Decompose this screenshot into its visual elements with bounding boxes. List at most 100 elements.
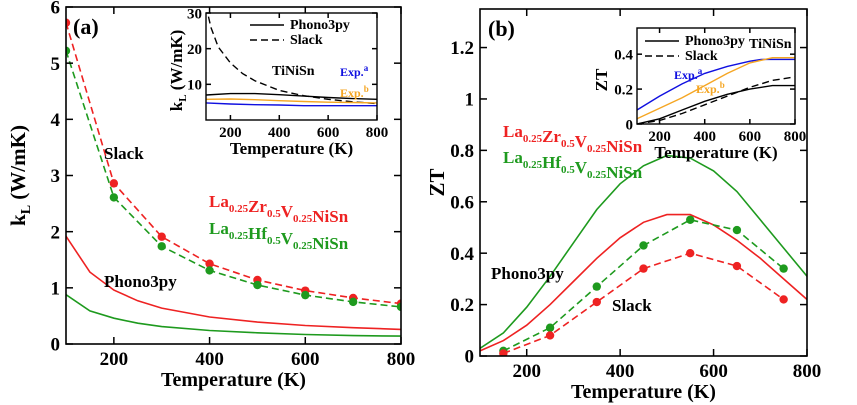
panel-a-inset-legend-label: Phono3py: [290, 18, 350, 33]
panel-a-inset-ytick-label: 20: [187, 42, 202, 58]
panel-a-panel-label: (a): [73, 14, 99, 39]
panel-a-data-point: [157, 242, 166, 251]
panel-a-inset-xtick-label: 200: [219, 125, 242, 141]
panel-b-inset-ylabel: ZT: [592, 68, 611, 91]
panel-b-xtick-label: 200: [512, 361, 541, 382]
panel-b-inset-series-line: [637, 76, 795, 124]
panel-a-data-point: [205, 266, 214, 275]
panel-b-inset-series-line: [637, 84, 795, 124]
panel-b-data-point: [732, 225, 742, 235]
panel-a-xlabel: Temperature (K): [161, 369, 306, 391]
panel-a-xtick-label: 600: [291, 349, 320, 370]
panel-a-ytick-label: 6: [51, 0, 61, 19]
panel-b-data-point: [545, 323, 555, 332]
panel-a-compound-legend: La0.25Zr0.5V0.25NiSn: [209, 192, 349, 226]
panel-b-inset-title: TiNiSn: [749, 37, 792, 52]
panel-b-inset-ytick-label: 0.4: [614, 47, 633, 63]
panel-a-series-line: [66, 22, 401, 305]
panel-a-thermal-conductivity: 200 400 600 800 0 1 2 3 4 5 6 (a) Temperature (K) kL …: [6, 0, 415, 391]
panel-b-zt: 200 400 600 800 0 0.2 0.4 0.6 0.8 1 1.2 (b) Temperat…: [425, 8, 822, 403]
panel-b-data-point: [592, 282, 601, 291]
panel-b-ytick-label: 0.2: [450, 295, 474, 316]
panel-a-inset-ylabel: kL (W/mK): [167, 30, 189, 112]
panel-b-data-point: [639, 264, 648, 273]
panel-b-inset-xlabel: Temperature (K): [654, 143, 777, 162]
panel-b-annotation: Phono3py: [491, 264, 564, 283]
panel-a-inset: 200 400 600 800 10 20 30 Temperature (K) kL (W/m…: [167, 6, 388, 158]
panel-b-inset-frame: [636, 27, 796, 125]
panel-b-panel-label: (b): [488, 16, 515, 41]
panel-a-annotation: Slack: [104, 144, 144, 163]
panel-b-ytick-label: 0.6: [450, 192, 474, 213]
panel-a-data-point: [348, 297, 358, 307]
panel-b-compound-legend: La0.25Hf0.5V0.25NiSn: [503, 148, 643, 182]
panel-a-inset-xtick-label: 400: [268, 125, 291, 141]
panel-b-data-point: [732, 261, 742, 271]
panel-b-xtick-label: 800: [793, 361, 822, 382]
panel-b-data-point: [545, 331, 555, 340]
panel-a-ytick-label: 3: [51, 166, 61, 187]
panel-a-inset-series-line: [206, 92, 377, 100]
panel-b-frame: [479, 8, 808, 357]
panel-a-series-line: [66, 293, 401, 337]
panel-b-annotation: Slack: [612, 296, 652, 315]
panel-b-inset-legend-label: Phono3py: [685, 34, 745, 49]
panel-a-xtick-label: 400: [195, 349, 224, 370]
panel-b-data-point: [686, 248, 695, 258]
panel-b-inset-ytick-label: 0.2: [614, 82, 633, 98]
panel-b-inset-xtick-label: 200: [648, 129, 671, 145]
panel-b-ylabel: ZT: [425, 168, 449, 196]
panel-a-inset-legend-label: Slack: [290, 33, 323, 48]
panel-a-data-point: [205, 259, 214, 268]
panel-b-inset: 200 400 600 800 0 0.2 0.4 Temperature (K) ZT Phon…: [592, 27, 806, 162]
panel-b-compound-legend: La0.25Zr0.5V0.25NiSn: [503, 122, 643, 156]
panel-a-data-point: [109, 179, 119, 188]
panel-a-inset-frame: [205, 12, 378, 121]
panel-b-ytick-label: 0.8: [450, 141, 474, 162]
panel-b-data-point: [592, 297, 601, 307]
panel-a-ytick-label: 5: [51, 54, 61, 75]
panel-b-data-point: [779, 264, 788, 273]
panel-a-inset-xtick-label: 800: [366, 125, 389, 141]
panel-a-data-point: [396, 302, 401, 312]
panel-b-inset-xtick-label: 600: [739, 129, 762, 145]
panel-a-ytick-label: 4: [51, 110, 61, 131]
panel-a-inset-title: TiNiSn: [272, 64, 315, 79]
panel-a-series-line: [66, 50, 401, 308]
panel-a-ylabel: kL (W/mK): [6, 125, 34, 226]
panel-a-inset-ytick-label: 30: [187, 6, 202, 22]
panel-a-annotation: Phono3py: [104, 272, 177, 291]
panel-b-inset-exp-label: Exp.a: [674, 66, 703, 82]
panel-b-inset-xtick-label: 400: [693, 129, 716, 145]
panel-b-inset-series-line: [637, 58, 795, 111]
panel-b-inset-plot-area: [637, 57, 795, 124]
panel-b-ytick-label: 1: [465, 90, 475, 111]
panel-a-inset-xtick-label: 600: [317, 125, 340, 141]
panel-a-data-point: [301, 290, 310, 300]
panel-a-inset-series-line: [206, 13, 377, 105]
panel-b-inset-series-line: [637, 57, 795, 120]
panel-a-inset-xlabel: Temperature (K): [230, 139, 353, 158]
panel-a-compound-legend: La0.25Hf0.5V0.25NiSn: [209, 219, 349, 253]
panel-a-series-line: [66, 235, 401, 331]
panel-a-data-point: [157, 232, 166, 241]
panel-b-ytick-label: 0.4: [450, 244, 474, 265]
panel-a-data-point: [109, 193, 119, 202]
panel-a-data-point: [253, 280, 262, 290]
panel-a-xtick-label: 800: [387, 349, 416, 370]
panel-a-inset-series-line: [206, 98, 377, 104]
panel-b-inset-ytick-label: 0: [626, 117, 634, 133]
panel-a-data-point: [66, 18, 71, 27]
panel-b-series-line: [480, 154, 807, 349]
panel-b-xlabel: Temperature (K): [571, 381, 716, 403]
panel-b-series-line: [480, 213, 807, 352]
panel-a-inset-exp-label: Exp.b: [340, 84, 369, 100]
panel-a-inset-exp-label: Exp.a: [340, 63, 369, 79]
panel-a-inset-series-line: [206, 102, 377, 107]
panel-b-ytick-label: 1.2: [450, 38, 474, 59]
panel-a-inset-ytick-label: 10: [187, 78, 202, 94]
panel-b-inset-bg: [637, 28, 795, 124]
panel-a-data-point: [66, 46, 71, 56]
panel-b-data-point: [639, 241, 648, 250]
